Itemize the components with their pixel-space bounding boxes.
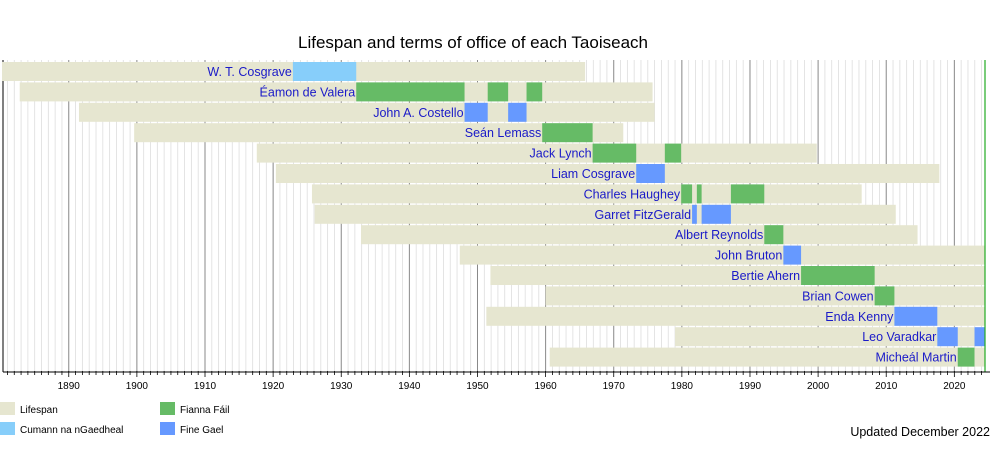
taoiseach-label: W. T. Cosgrave — [207, 65, 292, 79]
term-bar — [681, 184, 693, 204]
legend-label: Fianna Fáil — [180, 405, 229, 416]
lifespan-bar — [486, 306, 985, 326]
taoiseach-label: Leo Varadkar — [862, 330, 936, 344]
x-tick-label: 1920 — [262, 381, 285, 392]
term-bar — [783, 245, 802, 265]
legend-swatch — [0, 402, 15, 415]
term-bar — [894, 306, 938, 326]
chart-title: Lifespan and terms of office of each Tao… — [298, 33, 648, 52]
term-bar — [801, 266, 875, 285]
lifespan-bar — [675, 327, 985, 347]
term-bar — [937, 327, 958, 347]
lifespan-bar — [361, 225, 918, 245]
taoiseach-label: Enda Kenny — [825, 310, 894, 324]
taoiseach-label: Micheál Martin — [875, 351, 956, 365]
updated-note: Updated December 2022 — [850, 425, 990, 439]
x-tick-label: 1980 — [671, 381, 694, 392]
taoiseach-label: Garret FitzGerald — [595, 208, 692, 222]
term-bar — [636, 164, 665, 183]
x-tick-label: 1930 — [330, 381, 353, 392]
legend-label: Lifespan — [20, 405, 58, 416]
x-tick-label: 1910 — [194, 381, 217, 392]
x-tick-label: 2000 — [807, 381, 830, 392]
lifespan-bar — [275, 164, 940, 183]
taoiseach-label: Charles Haughey — [584, 187, 681, 201]
lifespan-bar — [78, 102, 655, 122]
legend-label: Fine Gael — [180, 425, 223, 436]
taoiseach-label: Albert Reynolds — [675, 228, 763, 242]
taoiseach-label: Jack Lynch — [530, 147, 592, 161]
term-bar — [356, 82, 465, 102]
x-tick-label: 1960 — [534, 381, 557, 392]
term-bar — [664, 143, 682, 163]
x-tick-label: 1950 — [466, 381, 489, 392]
taoiseach-label: John Bruton — [715, 249, 782, 263]
term-bar — [730, 184, 765, 204]
term-bar — [696, 184, 702, 204]
legend-swatch — [0, 422, 15, 435]
lifespan-bar — [314, 204, 896, 224]
taoiseach-label: Éamon de Valera — [260, 84, 356, 99]
lifespan-bar — [134, 123, 624, 143]
term-bar — [464, 102, 488, 122]
x-tick-label: 1890 — [58, 381, 81, 392]
x-tick-label: 2020 — [943, 381, 966, 392]
lifespan-bar — [311, 184, 862, 204]
legend-swatch — [160, 402, 175, 415]
lifespan-bar — [545, 286, 985, 306]
lifespan-bar — [549, 347, 985, 367]
taoiseach-label: John A. Costello — [373, 106, 463, 120]
x-tick-label: 1900 — [126, 381, 149, 392]
term-bar — [874, 286, 895, 306]
taoiseach-label: Bertie Ahern — [731, 269, 800, 283]
term-bar — [526, 82, 543, 102]
term-bar — [542, 123, 593, 143]
term-bar — [957, 347, 975, 367]
term-bar — [592, 143, 637, 163]
legend-swatch — [160, 422, 175, 435]
x-tick-label: 1970 — [603, 381, 626, 392]
taoiseach-label: Liam Cosgrave — [551, 167, 635, 181]
term-bar — [508, 102, 527, 122]
term-bar — [764, 225, 784, 245]
term-bar — [692, 204, 697, 224]
term-bar — [487, 82, 509, 102]
taoiseach-label: Brian Cowen — [802, 289, 874, 303]
x-axis: 1890 1900 1910 1920 1930 1940 1950 1960 1970 1980… — [3, 371, 990, 392]
legend: Lifespan Cumann na nGaedheal Fianna Fáil Fi… — [0, 402, 229, 436]
bars: W. T. Cosgrave Éamon de Valera John A. Cos… — [2, 60, 986, 372]
legend-label: Cumann na nGaedheal — [20, 425, 123, 436]
term-bar — [292, 62, 357, 81]
x-tick-label: 2010 — [875, 381, 898, 392]
x-tick-label: 1990 — [739, 381, 762, 392]
x-tick-label: 1940 — [398, 381, 421, 392]
taoiseach-label: Seán Lemass — [465, 126, 541, 140]
lifespan-bar — [459, 245, 985, 265]
term-bar — [974, 327, 985, 347]
term-bar — [701, 204, 731, 224]
